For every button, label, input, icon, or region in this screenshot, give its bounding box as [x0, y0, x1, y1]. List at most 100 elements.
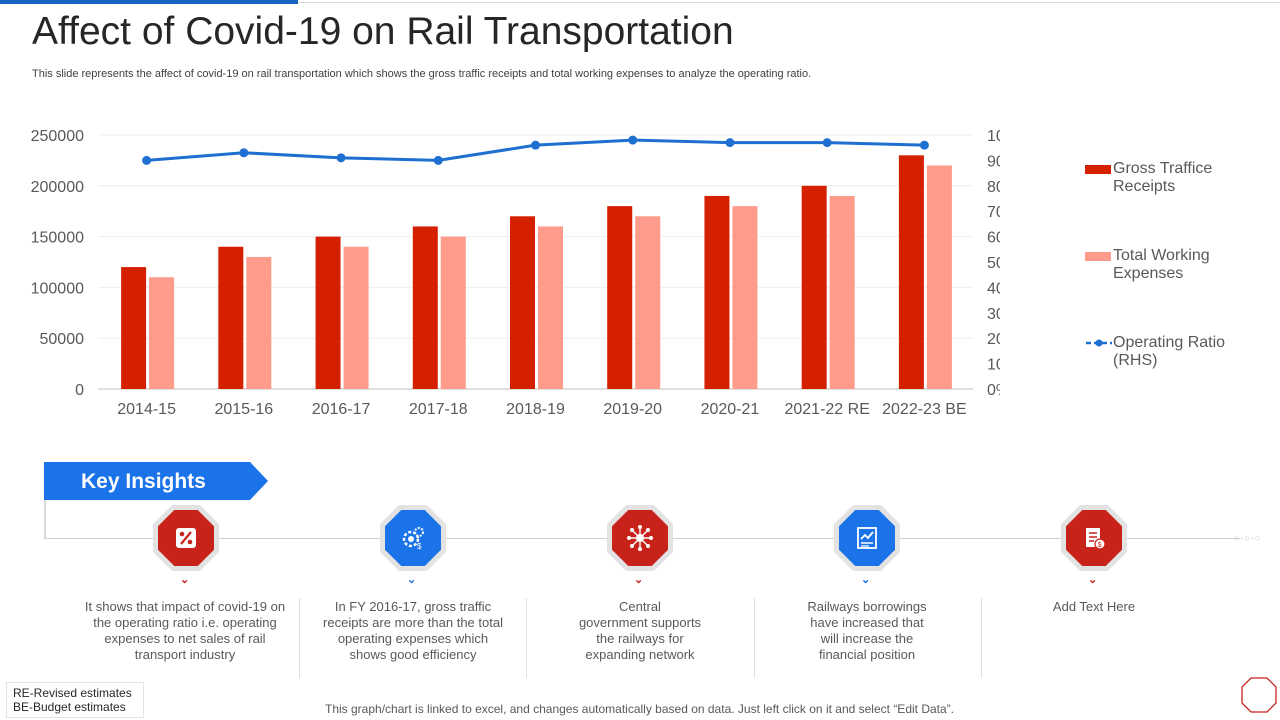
insight-3-text: Central government supports the railways…	[578, 599, 702, 662]
legend-swatch-working-expenses	[1085, 252, 1111, 261]
x-category-label: 2020-21	[701, 401, 760, 418]
point-operating-ratio	[822, 138, 832, 148]
y-right-tick-label: 80%	[987, 179, 1000, 196]
legend-label-gross-line2: Receipts	[1113, 178, 1176, 195]
y-right-tick-label: 10%	[987, 357, 1000, 374]
insight-3-badge	[607, 505, 673, 571]
bar-working-expenses	[635, 216, 661, 389]
bar-gross-receipts	[218, 246, 244, 389]
x-category-label: 2021-22 RE	[784, 401, 869, 418]
timeline-end-dots: ○-○-○	[1234, 533, 1262, 543]
point-operating-ratio	[433, 155, 443, 165]
legend-label-expenses-line2: Expenses	[1113, 265, 1184, 282]
point-operating-ratio	[336, 153, 346, 163]
bar-gross-receipts	[412, 226, 438, 389]
y-right-tick-label: 90%	[987, 153, 1000, 170]
document-money-icon: $	[1086, 528, 1106, 550]
insight-2-badge: $	[380, 505, 446, 571]
bar-working-expenses	[440, 236, 466, 389]
y-left-tick-label: 50000	[40, 331, 85, 348]
insight-divider	[754, 598, 755, 678]
footer-note: This graph/chart is linked to excel, and…	[325, 702, 954, 716]
svg-text:$: $	[1098, 542, 1102, 549]
insight-1-badge	[153, 505, 219, 571]
insight-divider	[981, 598, 982, 678]
network-hub-icon	[627, 525, 653, 551]
y-right-tick-label: 100%	[987, 128, 1000, 145]
point-operating-ratio	[142, 155, 152, 165]
insight-1-text: It shows that impact of covid-19 on the …	[84, 599, 286, 662]
bar-working-expenses	[732, 206, 758, 389]
insight-3-chevron-down-icon: ⌄	[634, 574, 644, 586]
bar-gross-receipts	[607, 206, 633, 389]
bar-working-expenses	[926, 165, 952, 389]
gears-money-icon: $	[402, 527, 424, 551]
y-right-tick-label: 50%	[987, 255, 1000, 272]
y-right-tick-label: 40%	[987, 280, 1000, 297]
insight-2-text: In FY 2016-17, gross traffic receipts ar…	[323, 599, 503, 662]
bar-working-expenses	[538, 226, 563, 389]
legend-label-ratio-line2: (RHS)	[1113, 352, 1158, 369]
page-title: Affect of Covid-19 on Rail Transportatio…	[32, 10, 734, 53]
insight-5-badge: $	[1061, 505, 1127, 571]
octagon-outline-icon	[1241, 677, 1277, 713]
note-revised-estimates: RE-Revised estimates	[13, 686, 132, 700]
bar-gross-receipts	[510, 216, 535, 389]
y-left-tick-label: 200000	[31, 179, 84, 196]
insight-1-chevron-down-icon: ⌄	[180, 574, 190, 586]
insight-4-badge	[834, 505, 900, 571]
legend-swatch-operating-ratio	[1086, 339, 1112, 347]
bar-gross-receipts	[898, 155, 924, 389]
bar-working-expenses	[343, 246, 369, 389]
note-budget-estimates: BE-Budget estimates	[13, 700, 126, 714]
bar-working-expenses	[829, 195, 855, 389]
key-insights-banner: Key Insights	[44, 462, 268, 500]
y-right-tick-label: 70%	[987, 204, 1000, 221]
legend-swatch-gross-receipts	[1085, 165, 1111, 174]
bar-gross-receipts	[315, 236, 341, 389]
point-operating-ratio	[531, 140, 540, 150]
bar-gross-receipts	[121, 267, 147, 389]
x-category-label: 2016-17	[312, 401, 371, 418]
legend-label-ratio-line1: Operating Ratio	[1113, 334, 1226, 351]
point-operating-ratio	[725, 138, 735, 148]
bar-gross-receipts	[801, 185, 827, 389]
bar-working-expenses	[149, 277, 175, 389]
y-right-tick-label: 60%	[987, 230, 1000, 247]
top-accent-bar	[0, 0, 298, 4]
x-category-label: 2018-19	[506, 401, 565, 418]
top-divider-line	[298, 2, 1280, 3]
estimates-note-box: RE-Revised estimates BE-Budget estimates	[6, 682, 144, 718]
y-left-tick-label: 100000	[31, 280, 84, 297]
bar-working-expenses	[246, 256, 272, 389]
growth-chart-icon	[857, 527, 877, 549]
x-category-label: 2015-16	[214, 401, 273, 418]
point-operating-ratio	[628, 135, 638, 145]
insight-4-chevron-down-icon: ⌄	[861, 574, 871, 586]
legend-label-expenses-line1: Total Working	[1113, 247, 1210, 264]
page-subtitle: This slide represents the affect of covi…	[32, 68, 812, 80]
x-category-label: 2014-15	[117, 401, 176, 418]
y-left-tick-label: 250000	[31, 128, 84, 145]
insight-5-chevron-down-icon: ⌄	[1088, 574, 1098, 586]
banner-connector	[44, 500, 46, 538]
y-left-tick-label: 0	[75, 382, 84, 399]
x-category-label: 2022-23 BE	[882, 401, 967, 418]
insight-4-text: Railways borrowings have increased that …	[807, 599, 927, 662]
insight-divider	[526, 598, 527, 678]
y-right-tick-label: 30%	[987, 306, 1000, 323]
y-right-tick-label: 20%	[987, 331, 1000, 348]
bar-gross-receipts	[704, 195, 730, 389]
percent-icon	[176, 528, 196, 548]
point-operating-ratio	[919, 140, 929, 150]
insight-divider	[299, 598, 300, 678]
insight-5-text: Add Text Here	[1052, 599, 1136, 614]
y-left-tick-label: 150000	[31, 230, 84, 247]
point-operating-ratio	[239, 148, 249, 158]
insight-2-chevron-down-icon: ⌄	[407, 574, 417, 586]
legend-label-gross-line1: Gross Traffice	[1113, 160, 1213, 177]
x-category-label: 2019-20	[603, 401, 662, 418]
chart-area[interactable]: 0 50000 100000 150000 200000 250000 0% 10% 20% 30…	[0, 115, 1000, 425]
svg-text:$: $	[417, 542, 422, 551]
y-right-tick-label: 0%	[987, 382, 1000, 399]
